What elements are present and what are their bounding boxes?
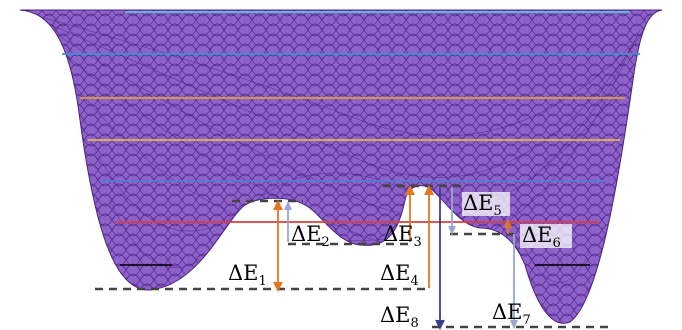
label-dE8: ΔE8 [380, 303, 419, 330]
label-dE1: ΔE1 [228, 261, 267, 289]
label-dE7: ΔE7 [492, 300, 531, 328]
arrow-dE3 [405, 184, 415, 242]
label-backgrounds [462, 192, 572, 248]
label-dE6: ΔE6 [522, 223, 561, 251]
label-dE2: ΔE2 [291, 222, 330, 250]
energy-arrows [273, 184, 518, 330]
arrow-dE2 [284, 200, 292, 242]
arrow-dE8 [435, 188, 445, 330]
arrow-dE6 [504, 218, 512, 234]
label-dE5: ΔE5 [463, 191, 502, 219]
arrow-dE1 [273, 199, 283, 293]
label-dE4: ΔE4 [380, 261, 419, 289]
arrow-dE5 [448, 188, 456, 236]
energy-labels: ΔE1 ΔE2 ΔE3 ΔE4 ΔE5 ΔE6 ΔE7 ΔE8 [228, 191, 561, 330]
arrow-dE7 [510, 234, 518, 330]
arrow-dE4 [424, 184, 434, 288]
label-dE3: ΔE3 [383, 222, 422, 250]
level-lines [62, 11, 640, 223]
